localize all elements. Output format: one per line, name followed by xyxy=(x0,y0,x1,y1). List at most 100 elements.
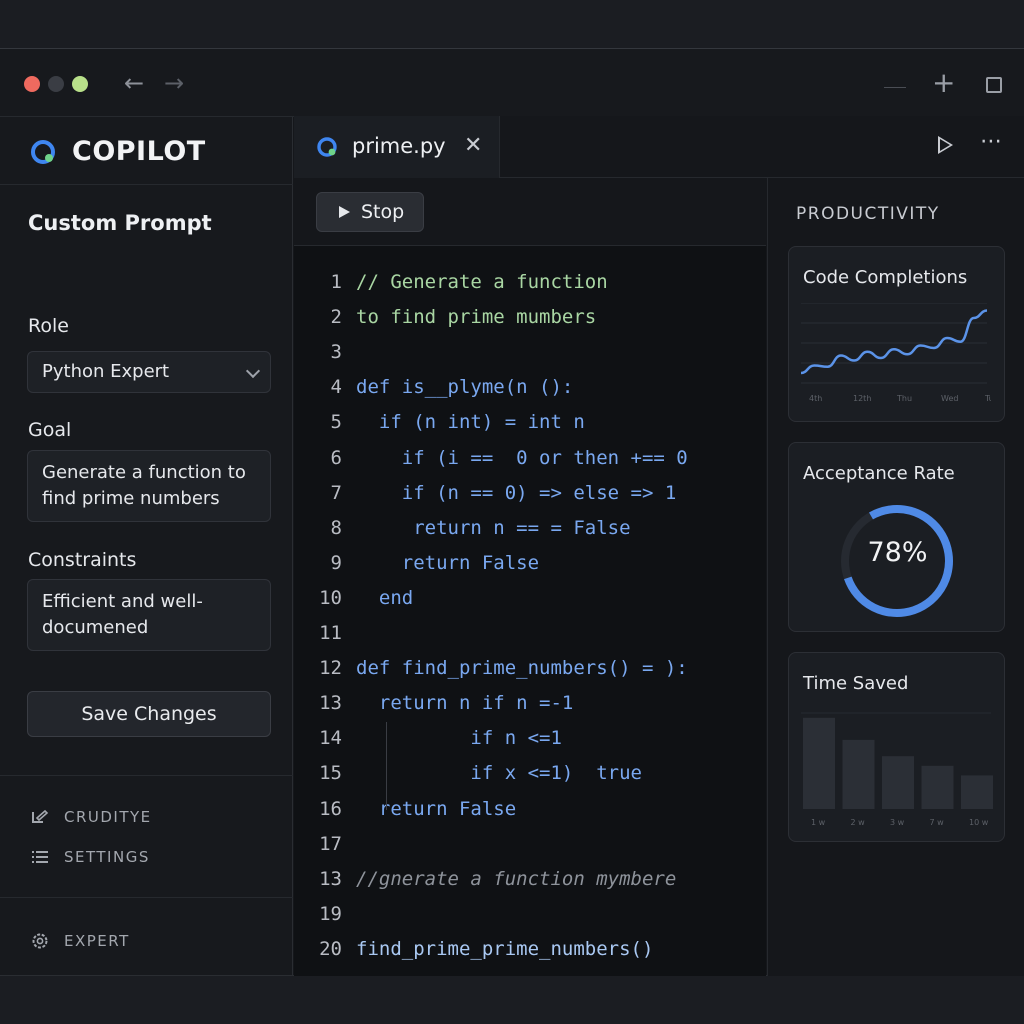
stop-button[interactable]: Stop xyxy=(316,192,424,232)
line-content: return n if n =-1 xyxy=(356,692,574,715)
acceptance-rate-card: Acceptance Rate 78% xyxy=(788,442,1005,632)
code-line[interactable]: 20 find_prime_prime_numbers() xyxy=(294,935,766,963)
sidebar-item-settings[interactable]: SETTINGS xyxy=(30,845,150,869)
role-value: Python Expert xyxy=(42,361,170,382)
role-select[interactable]: Python Expert xyxy=(27,351,271,393)
sidebar-divider xyxy=(0,897,293,898)
code-line[interactable]: 10 end xyxy=(294,584,766,612)
line-number: 16 xyxy=(319,797,342,820)
line-content: if (n int) = int n xyxy=(356,411,585,434)
x-tick-label: 12th xyxy=(853,394,871,403)
minimize-window-button[interactable] xyxy=(48,76,64,92)
goal-field[interactable]: Generate a function to find prime number… xyxy=(27,450,271,522)
chevron-down-icon xyxy=(245,363,261,379)
code-line[interactable]: 6 if (i == 0 or then +== 0 xyxy=(294,444,766,472)
sidebar-item-expert[interactable]: EXPERT xyxy=(30,929,130,953)
stop-label: Stop xyxy=(361,201,405,223)
code-line[interactable]: 16 return False xyxy=(294,795,766,823)
code-line[interactable]: 5 if (n int) = int n xyxy=(294,408,766,436)
code-line[interactable]: 9 return False xyxy=(294,549,766,577)
gear-icon xyxy=(30,931,50,951)
copilot-logo-icon xyxy=(31,140,55,164)
play-icon xyxy=(339,206,350,218)
completions-line-chart: 4th 12th Thu Wed Tue xyxy=(801,303,991,403)
line-content: if n <=1 xyxy=(356,727,562,750)
ring-slice xyxy=(841,505,953,617)
code-line[interactable]: 2 to find prime mumbers xyxy=(294,303,766,331)
code-line[interactable]: 15 if x <=1) true xyxy=(294,759,766,787)
line-content: def find_prime_numbers() = ): xyxy=(356,657,688,680)
code-line[interactable]: 3 xyxy=(294,338,766,366)
line-content: if x <=1) true xyxy=(356,762,642,785)
copilot-file-icon xyxy=(317,137,337,157)
zoom-window-button[interactable] xyxy=(72,76,88,92)
tab-prime-py[interactable]: prime.py ✕ xyxy=(294,116,500,178)
x-tick-label: 7 w xyxy=(930,818,945,827)
line-content: return False xyxy=(356,797,517,820)
code-line[interactable]: 13 //gnerate a function mymbere xyxy=(294,865,766,893)
card-title: Time Saved xyxy=(803,673,909,694)
code-line[interactable]: 1 // Generate a function xyxy=(294,268,766,296)
series-line xyxy=(801,309,988,375)
close-window-button[interactable] xyxy=(24,76,40,92)
line-number: 1 xyxy=(330,271,342,293)
sidebar-item-label: CRUDITYE xyxy=(64,808,152,826)
arrow-left-icon[interactable]: ← xyxy=(124,69,145,97)
bar xyxy=(803,717,835,809)
close-icon[interactable]: ✕ xyxy=(464,133,483,158)
line-number: 11 xyxy=(319,622,342,644)
line-number: 14 xyxy=(319,727,342,750)
line-number: 7 xyxy=(330,481,342,504)
bar xyxy=(961,775,993,809)
line-content: if (n == 0) => else => 1 xyxy=(356,481,677,504)
line-content: return False xyxy=(356,551,540,574)
bar xyxy=(921,765,954,809)
code-line[interactable]: 12 def find_prime_numbers() = ): xyxy=(294,654,766,682)
code-line[interactable]: 19 xyxy=(294,900,766,928)
constraints-field[interactable]: Efficient and well-documened xyxy=(27,579,271,651)
desktop-background xyxy=(0,976,1024,1024)
code-line[interactable]: 14 if n <=1 xyxy=(294,724,766,752)
edit-icon xyxy=(30,807,50,827)
code-line[interactable]: 4 def is__plyme(n (): xyxy=(294,373,766,401)
line-number: 17 xyxy=(319,832,342,855)
code-line[interactable]: 13 return n if n =-1 xyxy=(294,689,766,717)
x-tick-label: 2 w xyxy=(851,818,866,827)
code-area[interactable]: 1 // Generate a function 2 to find prime mu… xyxy=(294,246,766,976)
bar xyxy=(842,739,875,809)
constraints-label: Constraints xyxy=(28,549,137,571)
tab-bar: prime.py ✕ ⋯ xyxy=(294,116,1024,178)
code-line[interactable]: 7 if (n == 0) => else => 1 xyxy=(294,479,766,507)
play-icon[interactable] xyxy=(938,136,953,154)
line-number: 10 xyxy=(319,586,342,609)
line-number: 2 xyxy=(330,306,342,329)
time-saved-bar-chart: 1 w 2 w 3 w 7 w 10 w xyxy=(801,712,993,827)
code-line[interactable]: 8 return n == = False xyxy=(294,514,766,542)
productivity-title: PRODUCTIVITY xyxy=(796,204,940,224)
line-number: 3 xyxy=(330,341,342,364)
sidebar-item-cruditye[interactable]: CRUDITYE xyxy=(30,805,152,829)
line-content: return n == = False xyxy=(356,516,631,539)
more-icon[interactable]: ⋯ xyxy=(980,129,1003,154)
arrow-right-icon[interactable]: → xyxy=(164,69,185,97)
maximize-icon[interactable] xyxy=(986,77,1002,93)
line-content: // Generate a function xyxy=(356,271,608,293)
save-changes-button[interactable]: Save Changes xyxy=(27,691,271,737)
line-number: 13 xyxy=(319,867,342,890)
x-tick-label: 3 w xyxy=(890,818,905,827)
acceptance-ring-chart xyxy=(841,505,953,617)
card-title: Acceptance Rate xyxy=(803,463,955,484)
bar xyxy=(882,756,914,809)
plus-icon[interactable]: + xyxy=(932,66,956,99)
time-saved-card: Time Saved 1 w 2 w 3 w 7 w 10 w xyxy=(788,652,1005,842)
section-title: Custom Prompt xyxy=(28,211,212,235)
line-content: //gnerate a function mymbere xyxy=(356,867,677,890)
line-number: 8 xyxy=(330,516,342,539)
code-line[interactable]: 17 xyxy=(294,830,766,858)
sidebar-divider xyxy=(0,775,293,776)
code-completions-card: Code Completions 4th 12th Thu Wed Tue xyxy=(788,246,1005,422)
minimize-icon[interactable] xyxy=(884,87,906,88)
sidebar-item-label: EXPERT xyxy=(64,932,130,950)
code-line[interactable]: 11 xyxy=(294,619,766,647)
indent-guide xyxy=(386,722,387,810)
